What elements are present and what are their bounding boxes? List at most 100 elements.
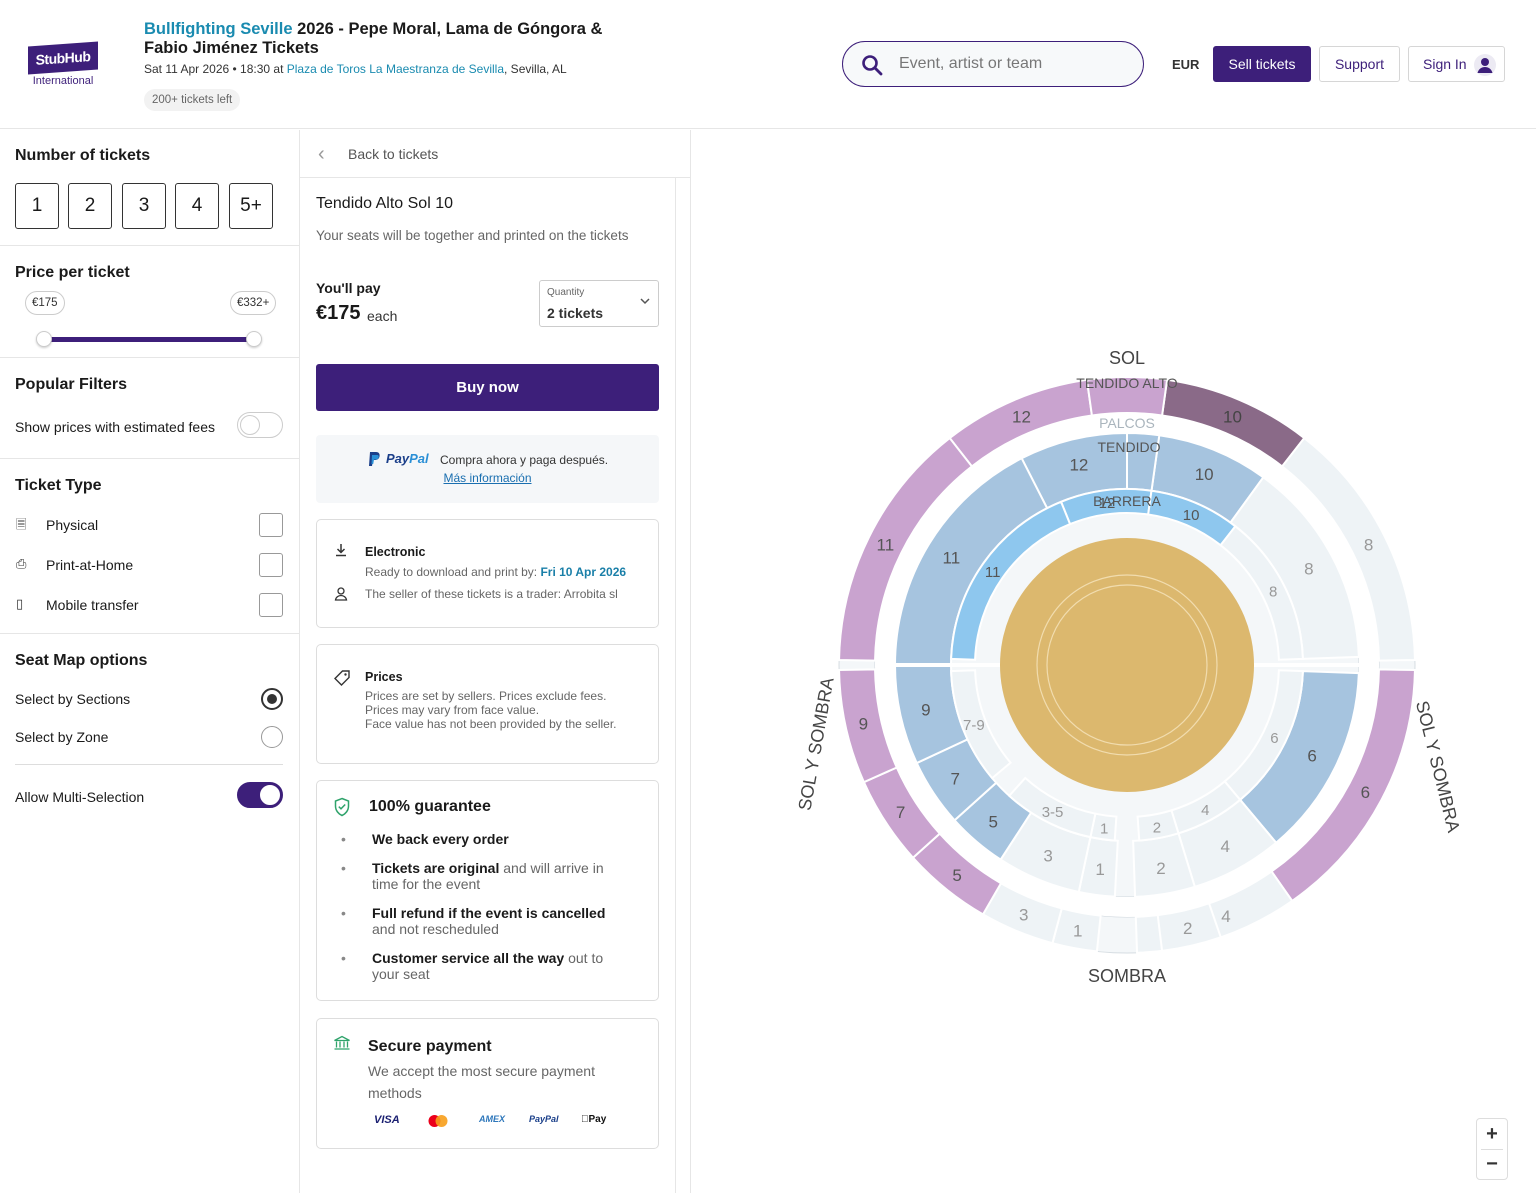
guarantee-item-bold: We back every order bbox=[372, 831, 509, 847]
section-label: 12 bbox=[1069, 456, 1088, 475]
prices-title: Prices bbox=[365, 670, 403, 684]
quantity-option-5-plus[interactable]: 5+ bbox=[229, 183, 273, 229]
section-label: 8 bbox=[1269, 584, 1277, 601]
mobile-icon: ▯ bbox=[16, 596, 24, 611]
event-title: Bullfighting Seville 2026 - Pepe Moral, … bbox=[144, 20, 614, 58]
ticket-type-title: Ticket Type bbox=[15, 477, 102, 494]
bank-icon bbox=[333, 1035, 351, 1055]
barrera-section[interactable] bbox=[950, 669, 1012, 780]
section-label: 12 bbox=[1099, 495, 1116, 512]
divider bbox=[0, 357, 300, 358]
tendido-alto-section[interactable] bbox=[1280, 436, 1416, 662]
paypal-icon bbox=[369, 452, 380, 466]
paypal-logo: PayPal bbox=[529, 1114, 559, 1124]
section-label: 1 bbox=[1073, 921, 1082, 940]
section-label: 12 bbox=[1012, 407, 1031, 426]
barrera-section[interactable] bbox=[1007, 776, 1097, 839]
venue-link[interactable]: Plaza de Toros La Maestranza de Sevilla bbox=[286, 62, 505, 76]
printer-icon: ⎙ bbox=[16, 556, 27, 571]
section-label: 5 bbox=[988, 813, 997, 832]
quantity-select[interactable]: Quantity 2 tickets bbox=[539, 280, 659, 327]
support-button[interactable]: Support bbox=[1319, 46, 1400, 82]
paypal-brand-1: Pay bbox=[386, 451, 410, 466]
select-by-zone-label: Select by Zone bbox=[15, 729, 109, 745]
toggle-knob bbox=[240, 415, 260, 435]
section-label: 2 bbox=[1156, 859, 1165, 878]
search-input[interactable] bbox=[899, 52, 1129, 76]
currency-selector[interactable]: EUR bbox=[1172, 57, 1200, 72]
search-icon bbox=[862, 55, 883, 76]
stubhub-logo[interactable]: StubHub International bbox=[28, 41, 98, 90]
seat-map[interactable]: 12 10 8 6 4 1 2 3 5 7 9 11 TENDIDO ALTO PALCOS 12 10 8 6 4… bbox=[691, 130, 1536, 1193]
estimated-fees-toggle[interactable] bbox=[237, 412, 283, 438]
sign-in-button[interactable]: Sign In bbox=[1408, 46, 1505, 82]
barrera-section[interactable] bbox=[1219, 524, 1304, 661]
buy-now-button[interactable]: Buy now bbox=[316, 364, 659, 411]
ticket-type-mobile-checkbox[interactable] bbox=[259, 593, 283, 617]
section-label: 3 bbox=[1019, 905, 1028, 924]
event-details: Sat 11 Apr 2026 • 18:30 at Plaza de Toro… bbox=[144, 62, 567, 76]
section-label: 6 bbox=[1361, 783, 1370, 802]
guarantee-item-rest: out to your seat bbox=[372, 950, 604, 982]
header: StubHub International Bullfighting Sevil… bbox=[0, 0, 1536, 129]
barrera-section[interactable] bbox=[1136, 809, 1180, 842]
delivery-text: Ready to download and print by: Fri 10 A… bbox=[365, 565, 626, 579]
event-category-link[interactable]: Bullfighting Seville bbox=[144, 20, 293, 38]
section-label: 6 bbox=[1270, 730, 1278, 747]
select-by-sections-radio[interactable] bbox=[261, 688, 283, 710]
user-icon bbox=[1474, 54, 1496, 76]
prices-card: Prices Prices are set by sellers. Prices… bbox=[316, 644, 659, 764]
zoom-in-button[interactable]: + bbox=[1486, 1123, 1498, 1145]
multi-selection-toggle[interactable] bbox=[237, 782, 283, 808]
price-tag-icon bbox=[333, 669, 351, 691]
back-to-tickets[interactable]: ‹ Back to tickets bbox=[300, 130, 690, 178]
palcos-ring-label: PALCOS bbox=[1099, 415, 1155, 431]
section-label: 7-9 bbox=[963, 717, 985, 734]
multi-selection-label: Allow Multi-Selection bbox=[15, 789, 145, 805]
arena bbox=[1000, 538, 1254, 792]
arena-inner-ring bbox=[1036, 574, 1218, 756]
guarantee-card: 100% guarantee • We back every order • T… bbox=[316, 780, 659, 1001]
section-label: 2 bbox=[1153, 819, 1161, 836]
price-slider-track[interactable] bbox=[44, 337, 254, 342]
quantity-option-2[interactable]: 2 bbox=[68, 183, 112, 229]
section-label: 6 bbox=[1307, 746, 1316, 765]
quantity-option-4[interactable]: 4 bbox=[175, 183, 219, 229]
quantity-select-label: Quantity bbox=[547, 287, 585, 298]
guarantee-item: Customer service all the way out to your… bbox=[372, 950, 622, 982]
section-label: 4 bbox=[1221, 837, 1230, 856]
barrera-section[interactable] bbox=[950, 500, 1072, 661]
section-label: 10 bbox=[1183, 507, 1200, 524]
ticket-type-print-checkbox[interactable] bbox=[259, 553, 283, 577]
sell-tickets-button[interactable]: Sell tickets bbox=[1213, 46, 1311, 82]
section-name: Tendido Alto Sol 10 bbox=[316, 195, 453, 212]
logo-text: StubHub bbox=[28, 41, 98, 75]
number-of-tickets-title: Number of tickets bbox=[15, 147, 151, 164]
section-label: 8 bbox=[1364, 536, 1373, 555]
select-by-zone-radio[interactable] bbox=[261, 726, 283, 748]
toggle-knob bbox=[260, 785, 280, 805]
scrollbar[interactable] bbox=[675, 178, 676, 1193]
bullet: • bbox=[341, 831, 346, 847]
tendido-alto-section[interactable] bbox=[838, 436, 974, 662]
arena-inner-ring bbox=[1046, 584, 1208, 746]
sol-y-sombra-left-label: SOL Y SOMBRA bbox=[795, 676, 838, 812]
ticket-type-physical-checkbox[interactable] bbox=[259, 513, 283, 537]
tendido-alto-section[interactable] bbox=[1085, 376, 1169, 417]
search-bar[interactable] bbox=[842, 41, 1144, 87]
tendido-ring-label: TENDIDO bbox=[1098, 439, 1161, 455]
quantity-option-3[interactable]: 3 bbox=[122, 183, 166, 229]
venue-city: , Sevilla, AL bbox=[504, 62, 567, 76]
price-slider-max-handle[interactable] bbox=[246, 331, 262, 347]
popular-filters-title: Popular Filters bbox=[15, 376, 128, 393]
section-label: 4 bbox=[1221, 907, 1230, 926]
price-slider-min-handle[interactable] bbox=[36, 331, 52, 347]
sign-in-label: Sign In bbox=[1423, 56, 1467, 72]
divider bbox=[1481, 1149, 1503, 1150]
paypal-more-info-link[interactable]: Más información bbox=[443, 471, 532, 485]
quantity-option-1[interactable]: 1 bbox=[15, 183, 59, 229]
guarantee-item-bold: Customer service all the way bbox=[372, 950, 565, 966]
seat-map-options-title: Seat Map options bbox=[15, 652, 148, 669]
zoom-out-button[interactable]: − bbox=[1486, 1153, 1498, 1175]
